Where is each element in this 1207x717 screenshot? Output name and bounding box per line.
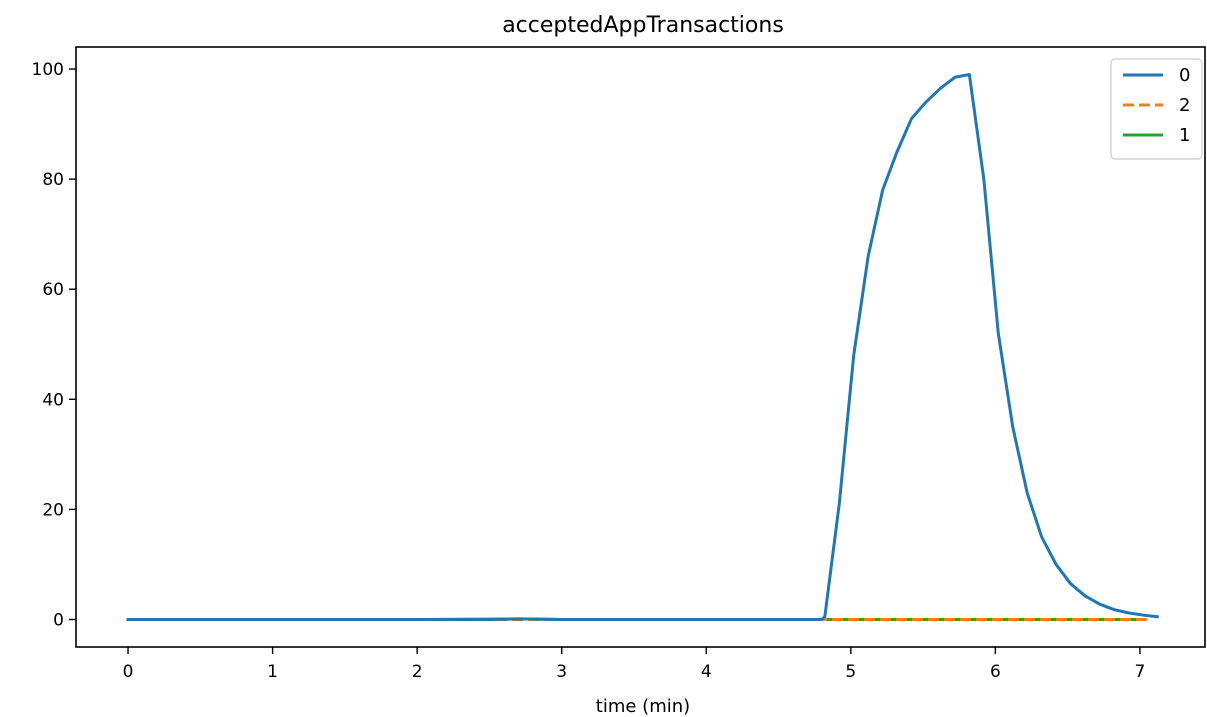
legend-label-2: 2 [1179,95,1190,116]
x-tick-label: 6 [990,662,1001,682]
y-axis: 0 20 40 60 80 100 [32,60,76,630]
plot-frame [75,46,1206,648]
x-tick-label: 4 [701,662,712,682]
y-tick-label: 20 [42,500,64,520]
x-tick-label: 7 [1135,662,1146,682]
y-tick-label: 60 [42,280,64,300]
y-tick-label: 0 [53,610,64,630]
y-tick-label: 100 [32,60,64,80]
y-tick-label: 40 [42,390,64,410]
chart-title: acceptedAppTransactions [502,13,784,38]
x-tick-label: 3 [556,662,567,682]
legend-label-1: 1 [1179,125,1190,146]
x-tick-label: 2 [412,662,423,682]
series-layer [126,73,1159,621]
x-axis: 0 1 2 3 4 5 6 7 [123,647,1146,682]
x-tick-label: 5 [845,662,856,682]
legend-label-0: 0 [1179,65,1190,86]
legend: 0 2 1 [1110,58,1203,160]
series-line-0 [126,73,1159,621]
x-tick-label: 1 [267,662,278,682]
x-axis-label: time (min) [596,696,690,717]
x-tick-label: 0 [123,662,134,682]
y-tick-label: 80 [42,170,64,190]
